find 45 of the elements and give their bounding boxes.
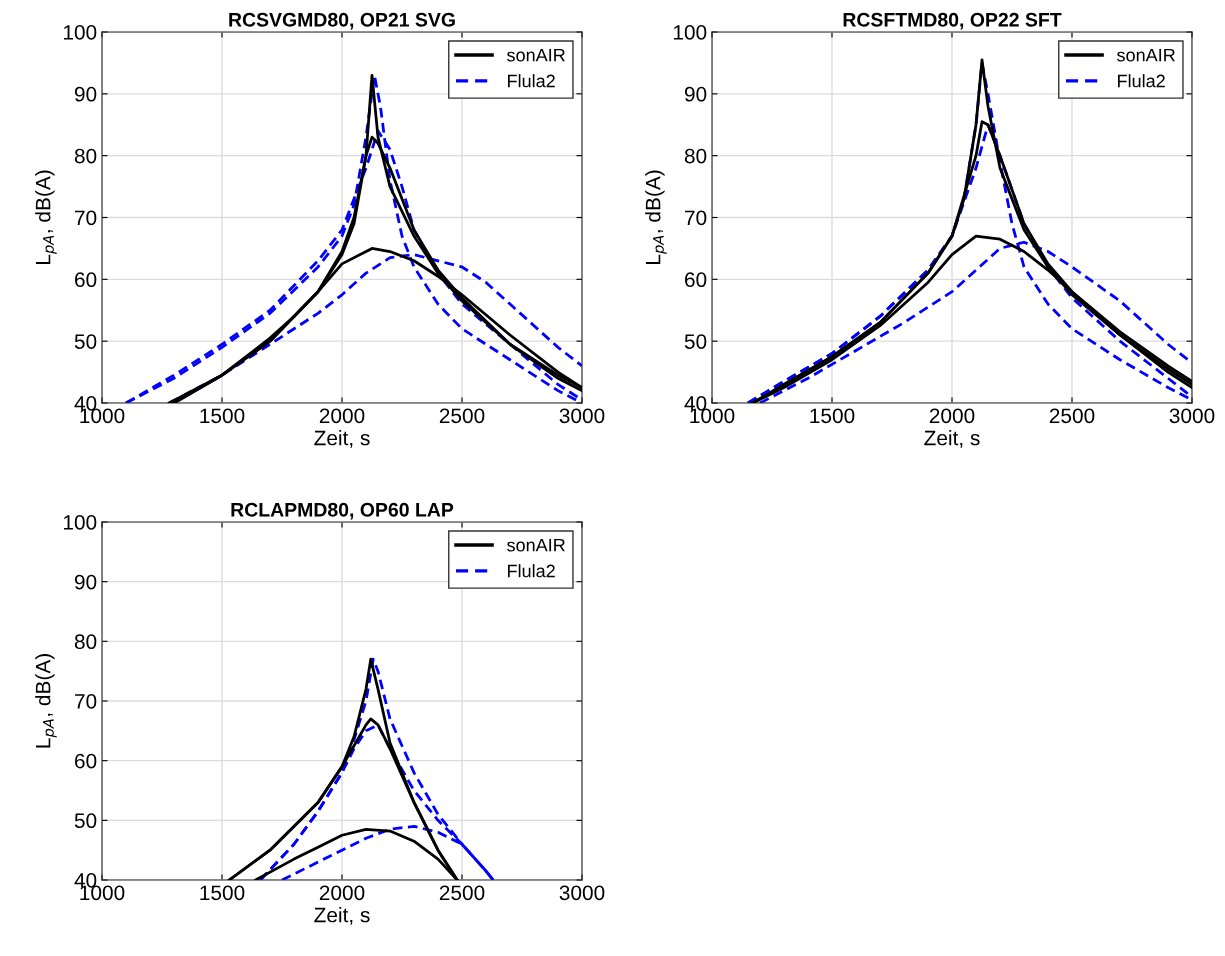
y-tick-label: 80 [684,148,707,164]
x-tick-label: 3000 [559,408,605,424]
x-tick-label: 1500 [810,408,855,424]
x-tick-label: 2000 [319,408,365,424]
y-tick-label: 100 [673,25,707,40]
legend-label: sonAIR [507,48,565,62]
y-tick-label: 70 [75,694,97,709]
y-tick-label: 80 [74,634,97,650]
x-tick-label: 1500 [200,885,245,901]
x-axis-title: Zeit, s [314,907,370,925]
legend-label: sonAIR [1117,48,1175,62]
legend-label: sonAIR [507,538,565,552]
y-tick-label: 100 [63,25,97,40]
y-tick-label: 90 [684,86,707,102]
x-tick-label: 2000 [929,408,975,424]
y-tick-label: 50 [74,813,97,829]
chart-title: RCSFTMD80, OP22 SFT [843,12,1062,30]
x-tick-label: 2500 [439,408,485,424]
y-tick-label: 100 [63,515,97,530]
y-axis-title: L$_{pA}$, dB(A) [645,170,667,265]
x-axis-title: Zeit, s [314,430,370,448]
y-tick-label: 70 [685,210,707,226]
x-tick-label: 2500 [1049,408,1095,424]
x-tick-label: 1500 [200,408,245,424]
x-tick-label: 2000 [319,885,365,901]
y-axis-title: L$_{pA}$, dB(A) [35,654,57,748]
y-tick-label: 50 [74,334,97,349]
y-tick-label: 70 [75,210,97,226]
x-axis-title: Zeit, s [924,430,980,448]
y-tick-label: 60 [75,753,97,769]
x-tick-label: 3000 [1169,408,1215,424]
y-tick-label: 60 [685,272,707,288]
y-tick-label: 90 [74,86,97,102]
x-tick-label: 2500 [439,885,485,901]
x-tick-label: 3000 [559,885,605,901]
y-tick-label: 50 [684,334,707,349]
chart-title: RCLAPMD80, OP60 LAP [231,502,454,520]
legend-label: Flula2 [1118,74,1165,88]
chart-title: RCSVGMD80, OP21 SVG [229,12,455,30]
y-axis-title: L$_{pA}$, dB(A) [35,170,57,265]
legend-label: Flula2 [508,74,555,88]
y-tick-label: 60 [75,272,97,288]
y-tick-label: 90 [74,574,97,590]
y-tick-label: 80 [74,148,97,164]
legend-label: Flula2 [508,564,555,578]
